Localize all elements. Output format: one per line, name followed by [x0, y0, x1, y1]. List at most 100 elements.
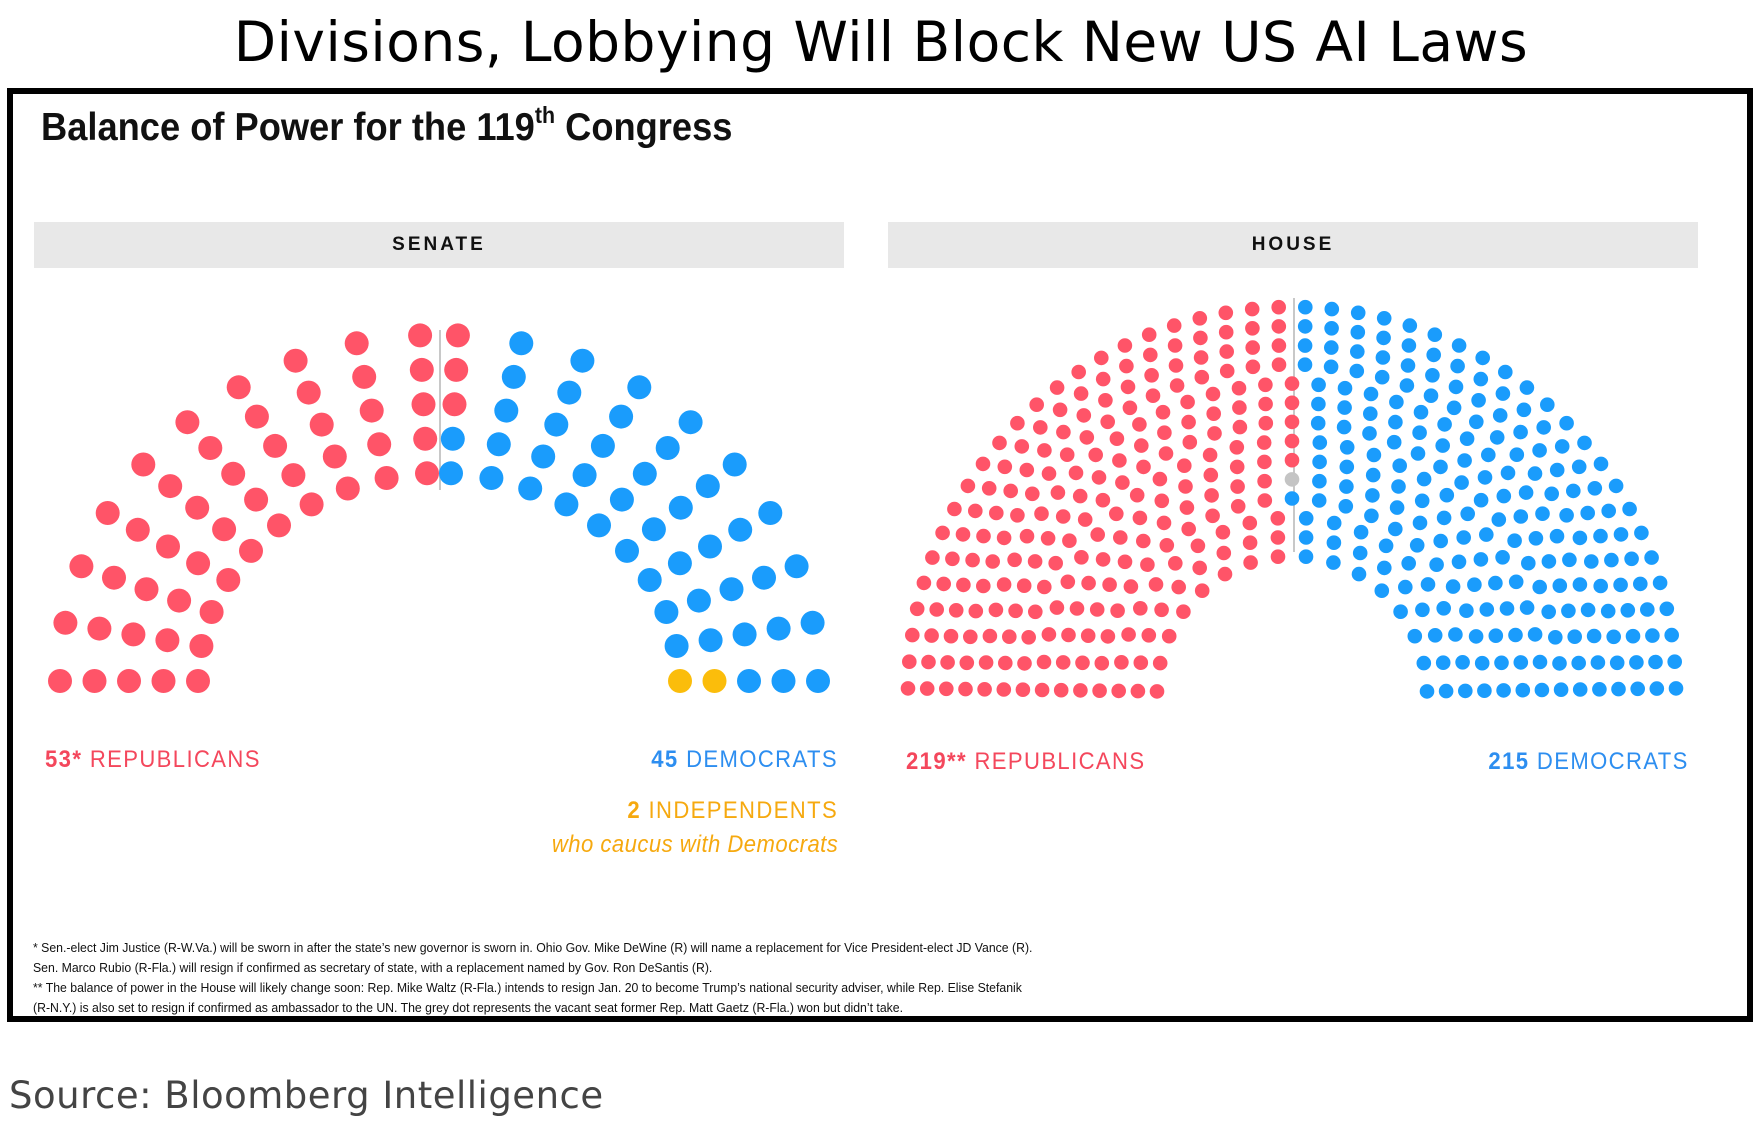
- seat-republicans: [1270, 549, 1286, 564]
- seat-republicans: [1080, 628, 1096, 643]
- seat-republicans: [1194, 583, 1210, 598]
- seat-democrats: [1456, 530, 1471, 545]
- seat-republicans: [1053, 682, 1069, 698]
- seat-democrats: [1566, 483, 1581, 499]
- seat-democrats: [1553, 682, 1569, 697]
- seat-republicans: [175, 410, 200, 435]
- seat-democrats: [1496, 488, 1512, 504]
- seat-democrats: [1448, 627, 1463, 642]
- seat-democrats: [1586, 628, 1602, 644]
- seat-republicans: [1019, 528, 1035, 544]
- seat-democrats: [1339, 459, 1355, 475]
- house-header: HOUSE: [888, 222, 1698, 268]
- seat-republicans: [992, 435, 1007, 451]
- seat-democrats: [1324, 301, 1340, 317]
- seat-democrats: [1365, 488, 1380, 503]
- seat-democrats: [664, 634, 689, 658]
- seat-vacant: [1284, 472, 1300, 487]
- seat-democrats: [1352, 545, 1368, 561]
- seat-democrats: [1593, 578, 1608, 594]
- seat-republicans: [998, 655, 1013, 671]
- seat-republicans: [965, 552, 980, 568]
- seat-republicans: [955, 527, 971, 542]
- seat-republicans: [186, 551, 211, 576]
- seat-republicans: [1112, 453, 1127, 468]
- seat-democrats: [698, 628, 723, 653]
- seat-republicans: [1257, 493, 1273, 508]
- seat-republicans: [1041, 627, 1057, 642]
- seat-democrats: [1401, 338, 1417, 353]
- seat-republicans: [1069, 601, 1085, 616]
- seat-democrats: [1513, 655, 1529, 670]
- seat-democrats: [1298, 549, 1314, 564]
- seat-republicans: [1270, 511, 1286, 526]
- seat-democrats: [1393, 604, 1408, 619]
- seat-republicans: [309, 412, 334, 437]
- seat-republicans: [1111, 683, 1126, 699]
- seat-republicans: [1205, 508, 1220, 524]
- seat-republicans: [1110, 603, 1125, 618]
- seat-democrats: [557, 380, 582, 405]
- seat-republicans: [1071, 364, 1086, 380]
- seat-democrats: [1365, 467, 1381, 483]
- seat-democrats: [1433, 533, 1448, 549]
- seat-democrats: [1350, 305, 1366, 321]
- seat-republicans: [988, 602, 1004, 618]
- seat-democrats: [1392, 458, 1407, 474]
- seat-republicans: [1034, 506, 1049, 521]
- seat-republicans: [1230, 499, 1246, 514]
- seat-republicans: [1219, 363, 1235, 379]
- seat-republicans: [1242, 515, 1258, 531]
- seat-democrats: [1388, 414, 1403, 430]
- seat-republicans: [1074, 550, 1089, 565]
- seat-republicans: [963, 629, 978, 645]
- seat-democrats: [1410, 446, 1426, 461]
- seat-republicans: [1156, 515, 1172, 531]
- seat-republicans: [1136, 533, 1151, 549]
- seat-republicans: [1256, 435, 1272, 450]
- seat-democrats: [667, 551, 692, 576]
- seat-republicans: [1207, 426, 1222, 441]
- seat-republicans: [244, 487, 269, 512]
- seat-democrats: [1496, 683, 1511, 698]
- seat-democrats: [1629, 655, 1644, 670]
- seat-democrats: [1468, 629, 1484, 644]
- seat-republicans: [989, 505, 1004, 521]
- seat-republicans: [996, 577, 1012, 592]
- seat-republicans: [1037, 443, 1052, 458]
- seat-democrats: [632, 461, 657, 486]
- seat-republicans: [1215, 524, 1231, 540]
- seat-democrats: [784, 554, 809, 579]
- seat-republicans: [1130, 683, 1146, 699]
- seat-republicans: [1003, 483, 1018, 499]
- seat-republicans: [1117, 338, 1133, 353]
- seat-democrats: [1630, 681, 1645, 697]
- seat-democrats: [654, 600, 679, 624]
- seat-democrats: [1366, 447, 1382, 463]
- seat-democrats: [1477, 470, 1493, 485]
- seat-democrats: [1516, 402, 1532, 418]
- seat-republicans: [1090, 527, 1105, 542]
- seat-republicans: [947, 501, 962, 517]
- seat-democrats: [1377, 560, 1392, 576]
- seat-republicans: [1257, 473, 1272, 489]
- seat-republicans: [1010, 415, 1025, 431]
- seat-republicans: [156, 534, 180, 559]
- seat-republicans: [1095, 371, 1111, 387]
- senate-header: SENATE: [34, 222, 844, 268]
- seat-democrats: [1375, 350, 1391, 365]
- seat-democrats: [1351, 566, 1367, 582]
- seat-republicans: [1014, 439, 1030, 454]
- seat-republicans: [1257, 454, 1272, 470]
- seat-democrats: [1652, 575, 1668, 591]
- senate-seats: [48, 323, 830, 693]
- senate-independents-count: 2: [627, 797, 641, 824]
- seat-republicans: [900, 681, 916, 696]
- seat-republicans: [1075, 655, 1090, 671]
- seat-republicans: [158, 474, 183, 499]
- seat-democrats: [1445, 579, 1461, 594]
- seat-republicans: [1176, 604, 1191, 619]
- seat-democrats: [1532, 579, 1547, 595]
- seat-republicans: [1180, 394, 1195, 410]
- seat-democrats: [1592, 682, 1607, 697]
